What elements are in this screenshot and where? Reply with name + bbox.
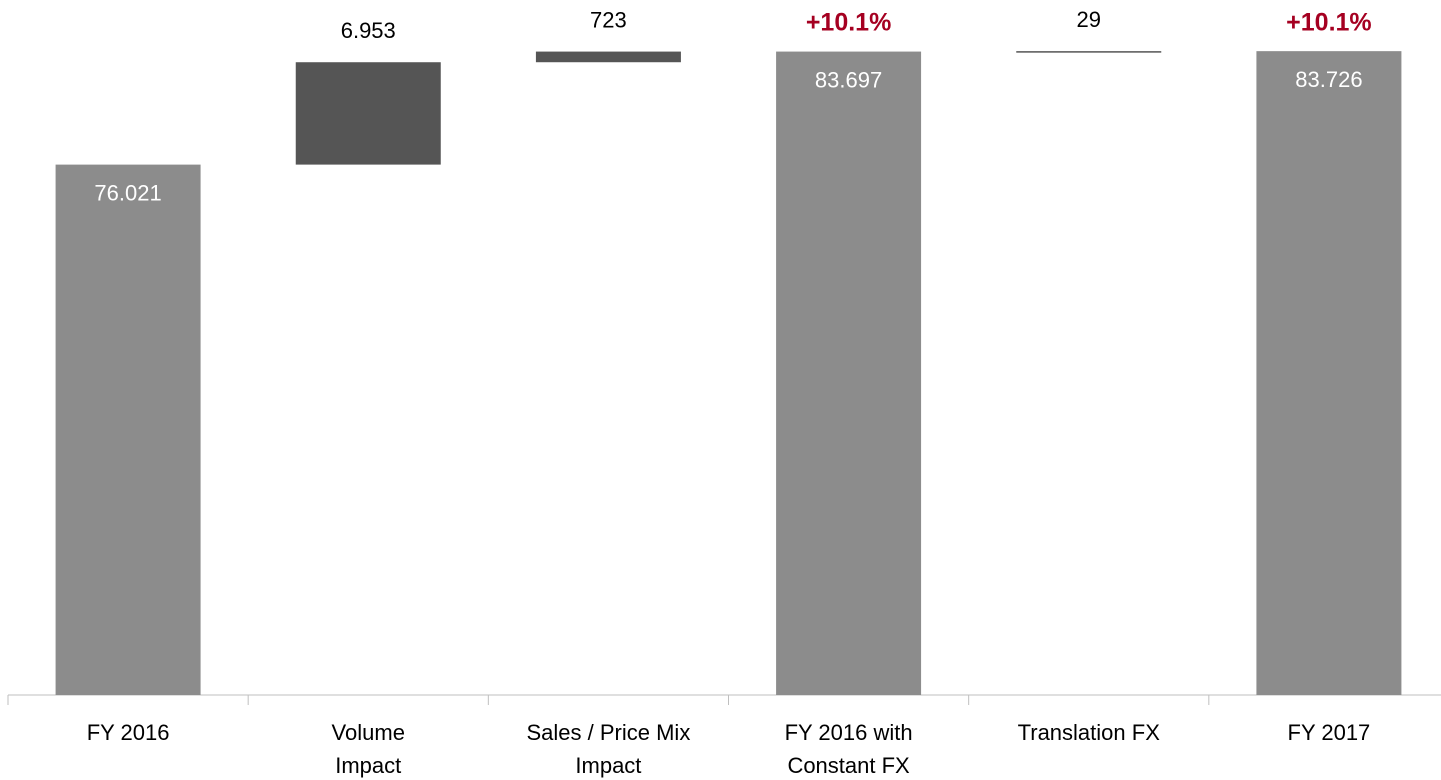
value-label: 83.726 <box>1295 67 1362 92</box>
total-bar <box>1256 51 1402 695</box>
x-tick-label: Constant FX <box>787 753 910 778</box>
value-label: 76.021 <box>94 180 161 205</box>
value-label: 6.953 <box>341 18 396 43</box>
x-tick-label: Sales / Price Mix <box>527 720 691 745</box>
x-tick-label: Volume <box>332 720 405 745</box>
x-tick-label: Impact <box>575 753 641 778</box>
x-tick-label: FY 2017 <box>1288 720 1371 745</box>
growth-label: +10.1% <box>1286 9 1372 37</box>
delta-bar <box>295 62 441 165</box>
total-bar <box>776 51 922 695</box>
x-tick-label: FY 2016 with <box>785 720 913 745</box>
value-label: 723 <box>590 7 627 32</box>
delta-bar <box>1016 51 1162 53</box>
growth-label: +10.1% <box>806 9 892 37</box>
value-label: 83.697 <box>815 67 882 92</box>
x-tick-label: FY 2016 <box>87 720 170 745</box>
x-tick-label: Impact <box>335 753 401 778</box>
x-tick-label: Translation FX <box>1018 720 1161 745</box>
value-label: 29 <box>1077 7 1101 32</box>
total-bar <box>55 164 201 696</box>
delta-bar <box>535 51 681 63</box>
